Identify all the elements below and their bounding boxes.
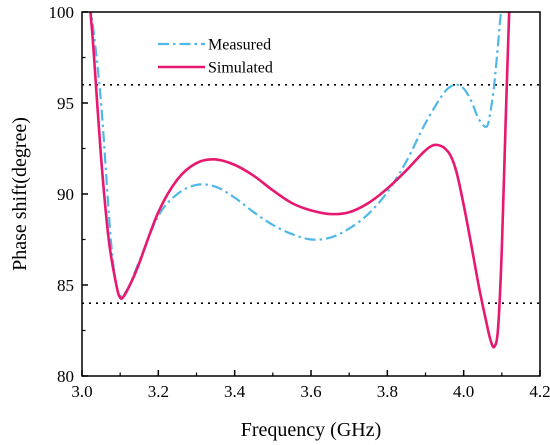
legend-label-simulated: Simulated [208,60,273,77]
x-tick-label: 4.0 [453,382,474,401]
axis-ticks [81,11,541,377]
y-tick-label: 90 [57,185,74,204]
legend-label-measured: Measured [208,37,271,54]
legend: Measured Simulated [158,37,273,77]
x-tick-label: 3.2 [148,382,169,401]
x-tick-label: 3.4 [224,382,246,401]
tick-labels: 3.0 3.2 3.4 3.6 3.8 4.0 4.2 80 85 90 95 100 [49,3,550,401]
series-line-simulated [89,12,511,349]
x-tick-label: 3.0 [71,382,92,401]
reference-lines [82,84,540,305]
series-line-measured [89,12,503,298]
y-tick-label: 85 [57,276,74,295]
x-axis-title: Frequency (GHz) [241,419,382,441]
plot-frame [81,11,541,377]
x-tick-label: 3.6 [300,382,321,401]
x-tick-label: 3.8 [377,382,398,401]
series-layer [89,12,511,349]
y-axis-title: Phase shift(degree) [9,117,31,271]
y-tick-label: 80 [57,367,74,386]
y-tick-label: 100 [49,3,75,22]
x-tick-label: 4.2 [529,382,550,401]
y-tick-label: 95 [57,94,74,113]
